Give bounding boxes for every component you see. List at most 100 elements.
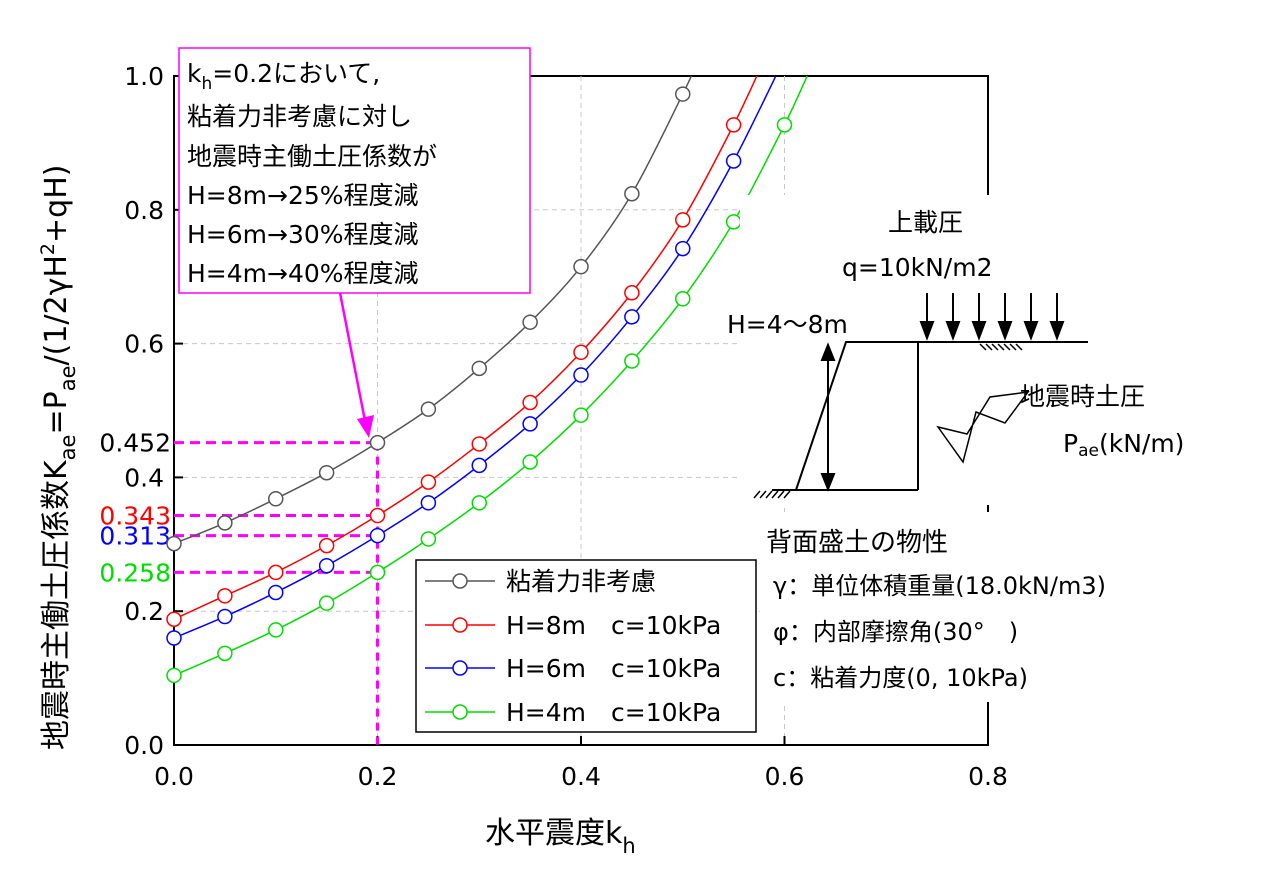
data-point bbox=[675, 212, 691, 228]
legend-label-2: H=6m c=10kPa bbox=[506, 654, 721, 683]
data-point bbox=[217, 515, 233, 531]
height-label: H=4～8m bbox=[727, 310, 848, 339]
property-friction-angle: φ：内部摩擦角(30° ) bbox=[773, 618, 1018, 646]
series-1 bbox=[166, 76, 758, 627]
surcharge-label: 上載圧 bbox=[888, 208, 963, 237]
wall-diagram: 上載圧 q=10kN/m2 H=4～8m bbox=[727, 195, 1260, 505]
x-tick-label: 0.4 bbox=[561, 762, 601, 791]
x-axis-title: 水平震度kh bbox=[485, 816, 636, 858]
annotation-arrowhead bbox=[357, 415, 374, 438]
earth-pressure-label: 地震時土圧 bbox=[1020, 382, 1145, 411]
legend-entry-2: H=6m c=10kPa bbox=[425, 654, 721, 683]
data-point bbox=[268, 622, 284, 638]
data-point bbox=[725, 153, 742, 169]
legend-label-3: H=4m c=10kPa bbox=[506, 698, 721, 727]
data-point bbox=[522, 454, 538, 470]
y-tick-label: 0.6 bbox=[124, 330, 164, 359]
annotation-arrow bbox=[338, 292, 368, 427]
data-point bbox=[268, 564, 284, 581]
data-point bbox=[369, 564, 386, 581]
data-point bbox=[573, 258, 589, 275]
legend-entry-0: 粘着力非考慮 bbox=[425, 567, 656, 596]
ref-value-label: 0.452 bbox=[99, 429, 171, 458]
data-point bbox=[318, 557, 335, 574]
series-layer bbox=[166, 76, 808, 684]
data-point bbox=[471, 495, 487, 511]
property-unit-weight: γ：単位体積重量(18.0kN/m3) bbox=[773, 572, 1106, 600]
ref-value-label: 0.343 bbox=[99, 502, 171, 531]
legend-label-0: 粘着力非考慮 bbox=[506, 567, 656, 596]
data-point bbox=[268, 584, 284, 601]
data-point bbox=[522, 394, 538, 411]
series-3 bbox=[166, 76, 808, 684]
surcharge-arrows bbox=[919, 293, 1065, 341]
annotation-line-1: kh=0.2において, bbox=[187, 59, 380, 94]
data-point bbox=[522, 314, 538, 330]
earth-pressure-arrow bbox=[936, 391, 1030, 464]
data-point bbox=[318, 537, 335, 554]
data-point bbox=[522, 416, 538, 432]
annotation-line-3: 地震時主働土圧係数が bbox=[187, 142, 437, 171]
data-point bbox=[624, 309, 640, 325]
y-tick-label: 0.0 bbox=[124, 731, 164, 760]
data-point bbox=[471, 360, 487, 377]
data-point bbox=[369, 434, 386, 451]
data-point bbox=[166, 630, 182, 646]
data-point bbox=[675, 291, 691, 307]
ground-hatch-base bbox=[753, 490, 791, 499]
properties-background bbox=[760, 512, 1260, 702]
data-point bbox=[624, 285, 640, 301]
legend-entry-1: H=8m c=10kPa bbox=[425, 611, 721, 640]
x-tick-labels: 0.0 0.2 0.4 0.6 0.8 bbox=[154, 762, 1008, 791]
y-tick-label: 0.2 bbox=[124, 597, 164, 626]
y-axis-title: 地震時主働土圧係数Kae=Pae/(1/2γH2+qH) bbox=[37, 165, 80, 750]
surcharge-value: q=10kN/m2 bbox=[842, 253, 993, 282]
retaining-wall bbox=[795, 341, 919, 491]
ground-hatch-top bbox=[979, 343, 1023, 351]
legend-label-1: H=8m c=10kPa bbox=[506, 611, 721, 640]
data-point bbox=[573, 344, 589, 361]
properties-title: 背面盛土の物性 bbox=[766, 528, 948, 558]
legend-box bbox=[415, 559, 757, 733]
data-point bbox=[573, 407, 589, 423]
x-tick-label: 0.8 bbox=[968, 762, 1008, 791]
data-point bbox=[166, 667, 182, 684]
property-cohesion: c：粘着力度(0, 10kPa) bbox=[773, 664, 1028, 692]
annotation-line-6: H=4m→40%程度減 bbox=[187, 259, 419, 288]
data-point bbox=[369, 507, 386, 524]
x-tick-label: 0.6 bbox=[765, 762, 805, 791]
earth-pressure-symbol: Pae(kN/m) bbox=[1063, 429, 1184, 461]
x-tick-label: 0.0 bbox=[154, 762, 194, 791]
series-2 bbox=[166, 76, 777, 646]
annotation-line-4: H=8m→25%程度減 bbox=[187, 181, 419, 210]
data-point bbox=[573, 367, 589, 383]
series-0 bbox=[166, 76, 693, 552]
data-point bbox=[420, 474, 437, 490]
y-tick-label: 0.4 bbox=[124, 463, 164, 492]
data-point bbox=[217, 645, 233, 662]
annotation-line-2: 粘着力非考慮に対し bbox=[187, 102, 412, 131]
data-point bbox=[471, 457, 487, 474]
data-point bbox=[318, 595, 335, 611]
data-point bbox=[369, 527, 386, 544]
legend: 粘着力非考慮 H=8m c=10kPa H=6m c=10kPa H=4m c=… bbox=[415, 559, 757, 733]
data-point bbox=[624, 353, 640, 369]
data-point bbox=[675, 86, 691, 102]
data-point bbox=[776, 117, 793, 133]
data-point bbox=[624, 185, 640, 202]
data-point bbox=[217, 608, 233, 625]
data-point bbox=[420, 401, 437, 417]
legend-entry-3: H=4m c=10kPa bbox=[425, 698, 721, 727]
data-point bbox=[318, 464, 335, 481]
annotation-box bbox=[178, 47, 531, 294]
diagram-background bbox=[740, 195, 1260, 505]
data-point bbox=[217, 588, 233, 604]
data-point bbox=[725, 214, 742, 230]
data-point bbox=[675, 240, 691, 257]
data-point bbox=[166, 611, 182, 627]
y-tick-labels: 0.0 0.2 0.4 0.6 0.8 1.0 bbox=[124, 62, 164, 760]
annotation-line-5: H=6m→30%程度減 bbox=[187, 220, 419, 249]
data-point bbox=[166, 535, 182, 552]
